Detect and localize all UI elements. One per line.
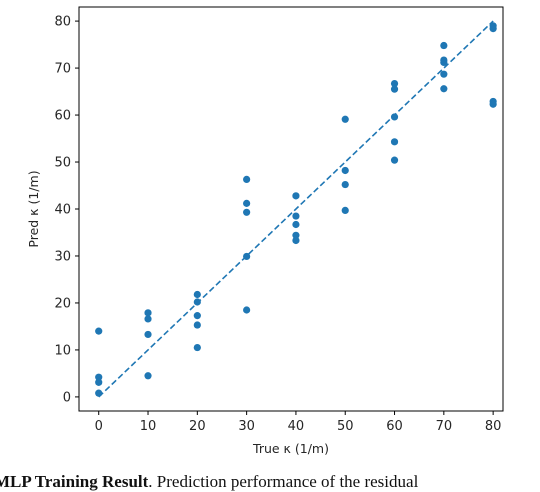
data-point [243, 199, 251, 207]
data-point [193, 343, 201, 352]
x-axis-label: True κ (1/m) [252, 441, 329, 456]
data-point [440, 85, 448, 93]
x-tick-label: 30 [238, 419, 255, 434]
data-point [440, 70, 448, 78]
data-point [243, 175, 251, 184]
data-point [193, 298, 201, 306]
data-point [193, 321, 201, 329]
x-tick-label: 70 [436, 419, 453, 434]
plot-frame [78, 6, 504, 412]
x-tick-label: 10 [140, 419, 157, 434]
data-point [95, 373, 103, 381]
data-point [95, 378, 103, 386]
data-point [440, 58, 448, 67]
data-point [341, 115, 349, 123]
data-point [390, 156, 399, 164]
data-point [341, 206, 349, 215]
data-point [390, 85, 399, 93]
data-point [144, 309, 152, 317]
caption-title: MLP Training Result [0, 472, 149, 491]
caption-text: . Prediction performance of the residual [148, 472, 419, 491]
y-axis-ticks: 0 10 20 30 40 50 60 70 80 [54, 15, 79, 405]
y-tick-label: 30 [54, 249, 71, 264]
data-points-layer [95, 22, 497, 397]
reference-line-layer [98, 20, 494, 398]
y-tick-label: 40 [54, 203, 71, 218]
data-point [243, 306, 251, 314]
x-tick-label: 60 [386, 419, 403, 434]
data-point [292, 231, 300, 239]
y-tick-label: 70 [54, 62, 71, 77]
data-point [390, 79, 399, 88]
data-point [144, 315, 152, 323]
y-tick-label: 10 [54, 343, 71, 358]
y-tick-label: 20 [54, 296, 71, 311]
data-point [390, 138, 399, 146]
data-point [390, 113, 399, 121]
data-point [489, 100, 497, 108]
data-point [95, 389, 103, 397]
x-tick-label: 20 [189, 419, 206, 434]
data-point [243, 252, 251, 261]
reference-line [98, 20, 494, 398]
y-tick-label: 0 [63, 390, 71, 405]
data-point [440, 41, 448, 50]
data-point [243, 208, 251, 216]
data-point [292, 236, 300, 245]
x-tick-label: 50 [337, 419, 354, 434]
x-tick-label: 0 [95, 419, 103, 434]
y-tick-label: 50 [54, 156, 71, 171]
data-point [292, 220, 300, 229]
data-point [95, 327, 103, 335]
data-point [292, 212, 300, 220]
data-point [292, 192, 300, 200]
x-tick-label: 40 [288, 419, 305, 434]
data-point [144, 330, 152, 339]
figure-caption: MLP Training Result. Prediction performa… [0, 472, 418, 492]
y-axis-label: Pred κ (1/m) [26, 170, 41, 247]
data-point [193, 290, 201, 299]
x-tick-label: 80 [485, 419, 502, 434]
data-point [144, 372, 152, 380]
y-tick-label: 60 [54, 109, 71, 124]
data-point [489, 25, 497, 33]
data-point [341, 166, 349, 175]
data-point [193, 312, 201, 320]
x-axis-ticks: 0 10 20 30 40 50 60 70 80 [95, 411, 502, 434]
y-tick-label: 80 [54, 15, 71, 30]
data-point [341, 180, 349, 189]
